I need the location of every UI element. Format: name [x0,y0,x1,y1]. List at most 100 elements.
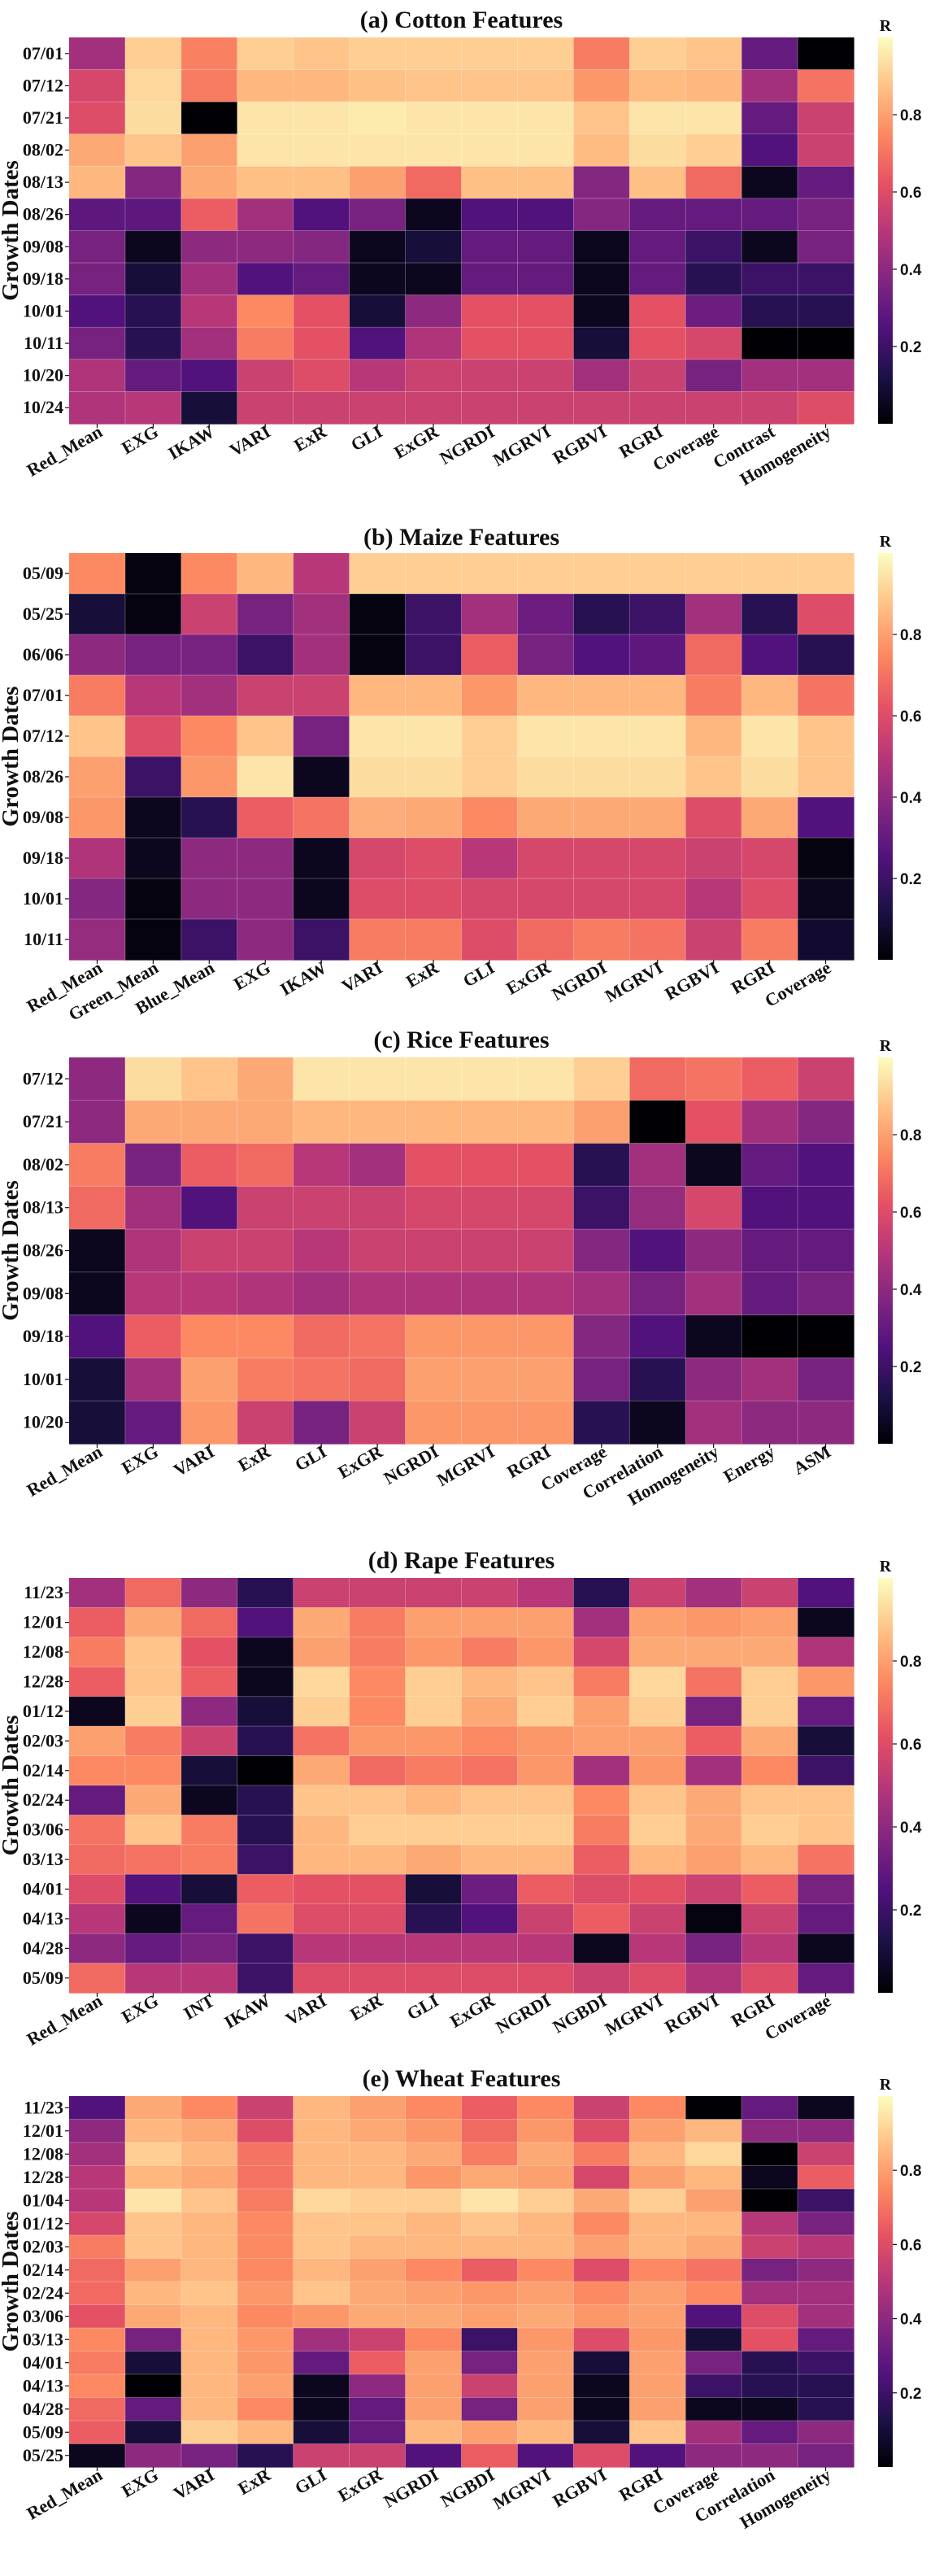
heatmap-cell [180,1186,238,1230]
row-tick-label: 05/09 [23,1968,63,1988]
heatmap-cell [685,1637,742,1667]
row-tick-label: 12/28 [23,2167,63,2187]
heatmap-cell [629,2374,686,2399]
heatmap-cell [517,1314,574,1359]
heatmap-cell [405,1314,463,1359]
heatmap-cell [293,102,350,135]
heatmap-cell [237,716,294,757]
row-tick-label: 11/23 [24,1582,63,1602]
heatmap-cell [517,2443,574,2468]
heatmap-cell [180,1874,238,1905]
row-tick-label: 03/06 [23,1820,63,1840]
heatmap-cell [69,1874,126,1905]
heatmap-cell [685,2374,742,2399]
heatmap-cell [573,2304,630,2329]
row-tick-label: 07/12 [23,726,63,746]
heatmap-cell [629,2119,686,2143]
heatmap-cell [69,553,126,595]
heatmap-cell [349,2374,407,2399]
y-axis-label: Growth Dates [0,160,24,301]
heatmap-cell [180,716,238,757]
heatmap-cell [685,1271,742,1316]
heatmap-cell [461,37,519,71]
heatmap-cell [741,2351,798,2375]
heatmap-cell [461,634,519,676]
heatmap-cell [180,294,238,328]
heatmap-cell [517,230,574,264]
heatmap-cell [293,1578,350,1609]
heatmap-cell [741,1785,798,1816]
heatmap-cell [685,1755,742,1786]
heatmap-cell [69,2421,126,2445]
column-tick-label: RGBVI [549,2465,610,2512]
heatmap-cell [517,1401,574,1445]
heatmap-cell [293,1815,350,1846]
heatmap-cell [69,2189,126,2213]
heatmap-cells [69,1057,855,1445]
heatmap-cell [349,69,407,102]
heatmap-cell [349,2189,407,2213]
heatmap-cell [124,1755,182,1786]
heatmap-cell [293,1143,350,1187]
heatmap-cell [461,2165,519,2190]
heatmap-cell [741,2119,798,2143]
heatmap-cell [741,756,798,798]
heatmap-cell [461,1696,519,1727]
heatmap-cell [573,675,630,717]
row-tick-label: 04/01 [23,1879,63,1899]
heatmap-cell [798,1578,855,1609]
heatmap-cell [180,797,238,839]
heatmap-cell [741,102,798,135]
heatmap-cell [573,716,630,757]
heatmap-cell [349,797,407,839]
heatmap-cell [629,1100,686,1144]
colorbar: R 0.2 0.4 0.6 0.8 [878,1037,922,1444]
heatmap-cell [69,69,126,102]
heatmap-cell [517,553,574,595]
heatmap-cell [573,1314,630,1359]
heatmap-cell [124,838,182,879]
heatmap-cell [798,2119,855,2143]
heatmap-cell [685,1186,742,1230]
heatmap-cell [293,1785,350,1816]
heatmap-cell [237,2119,294,2143]
colorbar-tick-label: 0.6 [900,185,921,202]
heatmap-cell [798,1271,855,1316]
heatmap-cell [685,2142,742,2167]
heatmap-cell [629,2304,686,2329]
row-tick-label: 08/02 [23,140,63,160]
heatmap-cell [349,2165,407,2190]
heatmap-cell [124,553,182,595]
heatmap-cell [349,2119,407,2143]
heatmap-cell [293,1696,350,1727]
heatmap-cell [573,2096,630,2121]
heatmap-cell [629,2212,686,2236]
heatmap-cell [69,1667,126,1698]
heatmap-cell [405,294,463,328]
heatmap-cell [517,198,574,232]
heatmap-cell [629,1755,686,1786]
colorbar: R 0.2 0.4 0.6 0.8 [878,1558,922,1993]
heatmap-cell [405,2212,463,2236]
heatmap-cell [685,1229,742,1273]
heatmap-cell [293,797,350,839]
heatmap-cell [69,2258,126,2282]
heatmap-cell [798,1637,855,1667]
heatmap-cell [573,1358,630,1401]
heatmap-cell [517,2282,574,2306]
heatmap-cell [293,294,350,328]
heatmap-cell [741,1667,798,1698]
heatmap-cell [461,919,519,961]
heatmap-cell [124,2304,182,2329]
heatmap-cell [69,594,126,635]
heatmap-cell [573,1401,630,1445]
heatmap-cell [741,919,798,961]
heatmap-cell [798,359,855,393]
heatmap-cell [293,2374,350,2399]
heatmap-cell [629,1057,686,1101]
heatmap-cell [405,1696,463,1727]
heatmap-cell [461,230,519,264]
heatmap-cell [573,1815,630,1846]
heatmap-cell [405,2142,463,2167]
heatmap-cell [180,2328,238,2352]
